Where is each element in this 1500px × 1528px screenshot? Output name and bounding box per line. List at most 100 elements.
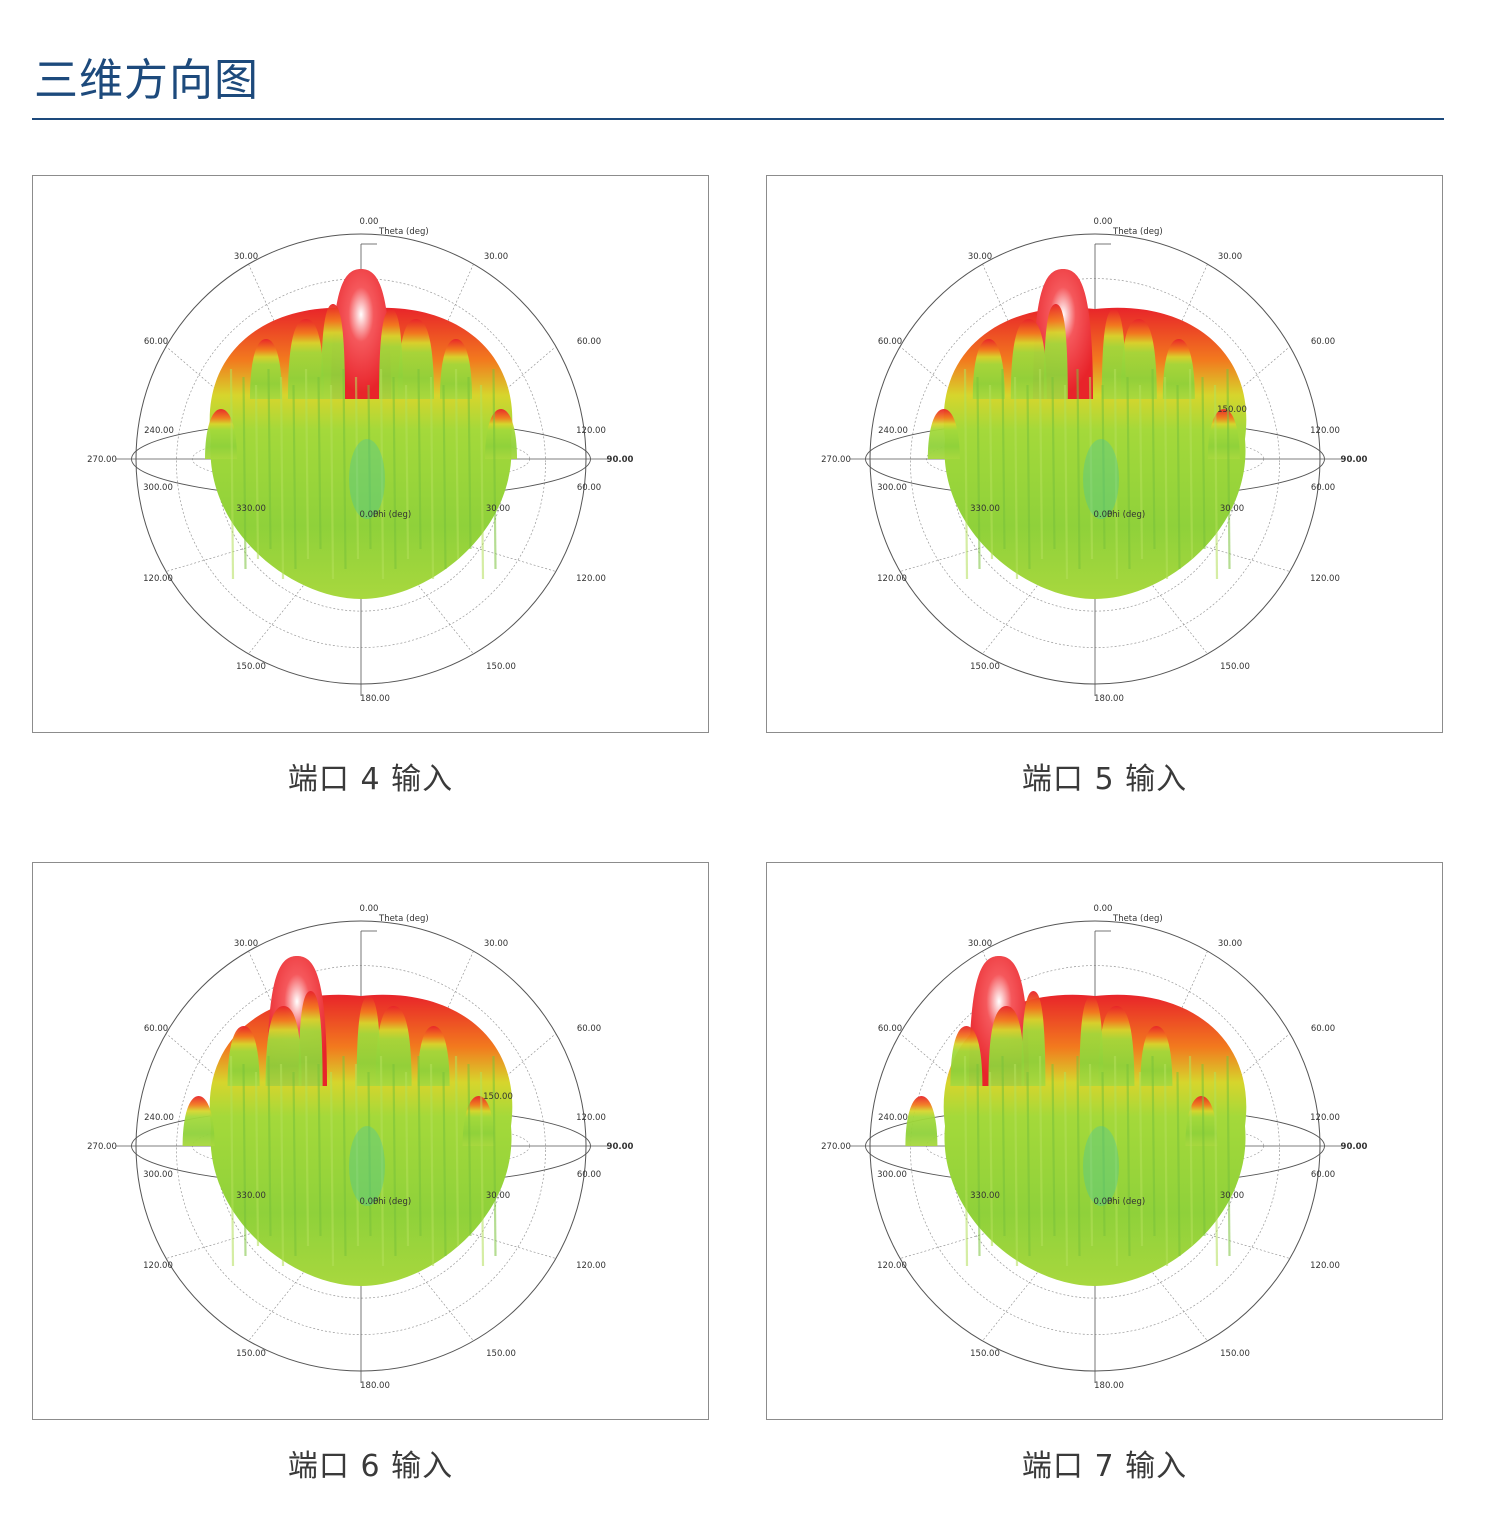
theta-tick-150-left: 150.00 [236,662,266,672]
surface-texture [1163,1063,1169,1267]
phi-tick-0: 0.00 [360,510,379,520]
surface-texture [1226,368,1231,570]
pattern-body [905,956,1247,1286]
phi-tick-60: 60.00 [577,1170,601,1180]
phi-axis-label: Phi (deg) [373,510,411,520]
theta-tick-150-left: 150.00 [970,1349,1000,1359]
surface-texture [1026,384,1031,570]
phi-tick-150: 150.00 [1217,405,1247,415]
pattern-null-region [349,439,385,519]
surface-texture [1088,376,1094,560]
phi-tick-0: 0.00 [1094,1197,1113,1207]
theta-tick-150-left: 150.00 [970,662,1000,672]
surface-texture [988,384,994,560]
theta-tick-180: 180.00 [360,694,390,704]
phi-tick-30: 30.00 [1220,504,1244,514]
side-lobe [375,1006,412,1086]
surface-texture [1026,1071,1031,1257]
theta-tick-60-left: 60.00 [144,1024,168,1034]
surface-texture [1051,1063,1056,1237]
theta-tick-150-right: 150.00 [486,662,516,672]
side-lobe [1043,304,1068,399]
theta-tick-270-left: 270.00 [87,455,117,465]
surface-texture [1138,1071,1144,1247]
side-lobe [1101,309,1126,399]
surface-texture [267,368,272,550]
side-lobe [462,1096,495,1146]
surface-texture [367,1071,372,1237]
theta-tick-90-right: 90.00 [1341,1142,1368,1152]
theta-tick-0: 0.00 [360,217,379,227]
surface-texture [1013,1063,1019,1267]
phi-tick-120: 120.00 [1310,1113,1340,1123]
pattern-body [182,956,513,1286]
phi-tick-60: 60.00 [1311,1170,1335,1180]
surface-texture [254,1071,260,1247]
theta-tick-270-left: 270.00 [821,1142,851,1152]
surface-texture [429,376,435,580]
theta-tick-90-right: 90.00 [607,455,634,465]
phi-tick-300: 300.00 [877,483,907,493]
surface-texture [976,1063,981,1257]
surface-texture [442,384,447,570]
phi-tick-0: 0.00 [1094,510,1113,520]
phi-tick-240: 240.00 [878,1113,908,1123]
theta-tick-60-right: 60.00 [1311,337,1335,347]
pattern-body [205,269,517,599]
title-divider [32,118,1444,120]
theta-tick-270-left: 270.00 [87,1142,117,1152]
phi-tick-330: 330.00 [236,1191,266,1201]
radiation-pattern-port-6: 0.00 Theta (deg) 30.00 30.00 60.00 60.00 120.0… [32,862,709,1420]
surface-texture [1151,368,1156,550]
surface-texture [467,376,472,550]
surface-texture [392,1063,397,1257]
surface-texture [317,1063,322,1237]
caption-port-7: 端口 7 输入 [1021,1449,1188,1484]
surface-texture [1101,1071,1106,1237]
surface-texture [1138,384,1144,560]
radiation-pattern-port-4: 0.00 Theta (deg) 30.00 30.00 60.00 60.00 120.0… [32,175,709,733]
pattern-null-region [349,1126,385,1206]
phi-axis-label: Phi (deg) [1107,510,1145,520]
surface-texture [479,1071,485,1267]
side-lobe [972,339,1005,399]
surface-texture [342,368,347,570]
surface-texture [1088,1063,1094,1247]
phi-tick-0: 0.00 [360,1197,379,1207]
side-lobe [1185,1096,1218,1146]
pattern-null-region [1083,439,1119,519]
surface-texture [1001,368,1006,550]
caption-port-4: 端口 4 输入 [287,762,454,797]
surface-texture [329,1071,335,1267]
surface-texture [492,1055,497,1257]
theta-tick-150-right: 150.00 [1220,662,1250,672]
surface-texture [454,1055,460,1247]
theta-tick-120-right: 120.00 [1310,574,1340,584]
theta-axis-label: Theta (deg) [1112,914,1163,924]
side-lobe [1079,996,1104,1086]
caption-port-5: 端口 5 输入 [1021,762,1188,797]
phi-tick-30: 30.00 [486,504,510,514]
side-lobe [905,1096,938,1146]
surface-texture [1051,376,1056,550]
surface-texture [1038,368,1044,560]
surface-texture [467,1063,472,1237]
theta-tick-30-left: 30.00 [234,252,258,262]
surface-texture [442,1071,447,1257]
surface-texture [417,1055,422,1237]
surface-texture [492,368,497,570]
theta-tick-60-left: 60.00 [878,337,902,347]
theta-tick-30-left: 30.00 [968,939,992,949]
theta-tick-120-left: 120.00 [877,1261,907,1271]
side-lobe [227,1026,260,1086]
surface-texture [1101,384,1106,550]
theta-tick-120-left: 120.00 [143,1261,173,1271]
side-lobe [1120,319,1157,399]
surface-texture [1126,376,1131,570]
surface-texture [367,384,372,550]
surface-texture [354,376,360,560]
surface-texture [1226,1055,1231,1257]
phi-tick-60: 60.00 [577,483,601,493]
